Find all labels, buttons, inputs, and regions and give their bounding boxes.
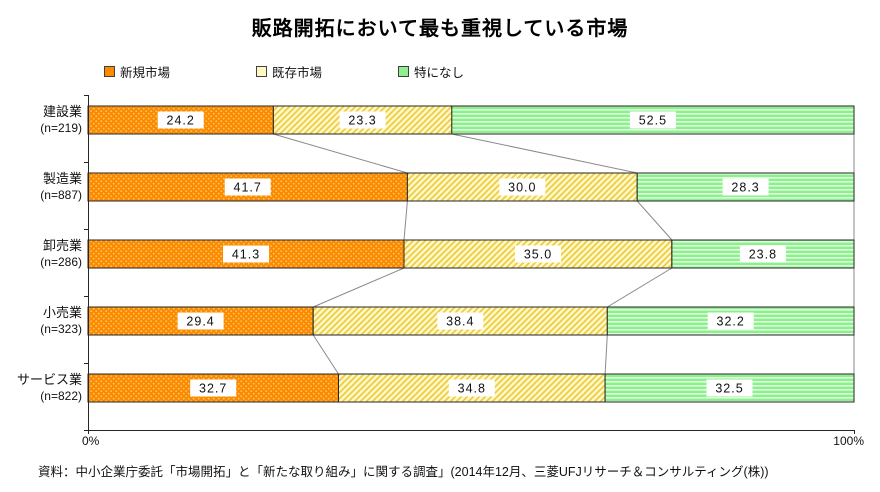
value-label: 29.4 — [186, 315, 214, 329]
source-note: 資料：中小企業庁委託「市場開拓」と「新たな取り組み」に関する調査」(2014年1… — [38, 465, 769, 479]
category-name: 小売業 — [42, 304, 82, 320]
x-axis-max-label: 100% — [833, 434, 864, 448]
legend-item: 特になし — [398, 63, 465, 80]
value-label-box — [448, 379, 495, 397]
category-name: 製造業 — [42, 170, 82, 186]
category-sample-size: (n=286) — [40, 254, 82, 269]
value-label: 23.3 — [348, 114, 376, 128]
connector-line — [403, 200, 408, 241]
connector-line — [313, 267, 405, 308]
value-label: 41.3 — [232, 248, 260, 262]
value-label-box — [629, 111, 676, 129]
value-label-box — [339, 111, 386, 129]
category-sample-size: (n=323) — [40, 321, 82, 336]
value-label-box — [437, 312, 484, 330]
value-label-box — [722, 178, 769, 196]
category-label: 卸売業 (n=286) — [0, 238, 82, 270]
legend: 新規市場 既存市場 特になし — [0, 63, 880, 81]
connector-line — [273, 133, 408, 174]
legend-swatch — [398, 65, 409, 77]
value-label-box — [177, 312, 224, 330]
value-label: 32.7 — [199, 382, 227, 396]
value-label-box — [515, 245, 561, 263]
value-label: 24.2 — [167, 114, 195, 128]
value-label: 30.0 — [508, 181, 536, 195]
chart-title: 販路開拓において最も重視している市場 — [251, 18, 629, 40]
value-label-box — [499, 178, 546, 196]
legend-label: 新規市場 — [120, 65, 171, 80]
legend-item: 新規市場 — [104, 63, 171, 80]
legend-label: 既存市場 — [272, 65, 323, 80]
category-label: 建設業 (n=219) — [0, 104, 82, 136]
value-label: 32.2 — [717, 315, 745, 329]
value-label: 35.0 — [524, 248, 552, 262]
value-label: 23.8 — [749, 248, 777, 262]
category-label: 製造業 (n=887) — [0, 171, 82, 203]
category-name: サービス業 — [16, 371, 82, 387]
connector-line — [451, 133, 638, 174]
category-sample-size: (n=219) — [40, 120, 82, 135]
category-name: 建設業 — [42, 103, 82, 119]
category-axis-labels: 建設業 (n=219) 製造業 (n=887) 卸売業 (n=286) 小売業 (n=323)… — [0, 0, 84, 492]
value-label-box — [739, 245, 786, 263]
value-label-box — [706, 379, 753, 397]
category-sample-size: (n=822) — [40, 388, 82, 403]
x-axis-min-label: 0% — [82, 434, 100, 448]
legend-swatch — [104, 65, 115, 77]
value-label-box — [707, 312, 754, 330]
connector-line — [607, 267, 673, 308]
category-sample-size: (n=887) — [40, 187, 82, 202]
connector-line — [604, 334, 608, 375]
value-label: 41.7 — [234, 181, 262, 195]
legend-swatch — [256, 65, 267, 77]
value-label: 32.5 — [715, 382, 743, 396]
legend-item: 既存市場 — [256, 63, 323, 80]
connector-line — [636, 200, 673, 241]
category-label: サービス業 (n=822) — [0, 372, 82, 404]
category-name: 卸売業 — [42, 237, 82, 253]
value-label: 28.3 — [731, 181, 759, 195]
value-label: 38.4 — [446, 315, 474, 329]
value-label: 52.5 — [639, 114, 667, 128]
legend-label: 特になし — [414, 65, 465, 80]
value-label-box — [224, 178, 271, 196]
value-label-box — [190, 379, 237, 397]
category-label: 小売業 (n=323) — [0, 305, 82, 337]
value-label: 34.8 — [458, 382, 486, 396]
value-label-box — [157, 111, 204, 129]
value-label-box — [223, 245, 269, 263]
connector-line — [312, 334, 339, 375]
